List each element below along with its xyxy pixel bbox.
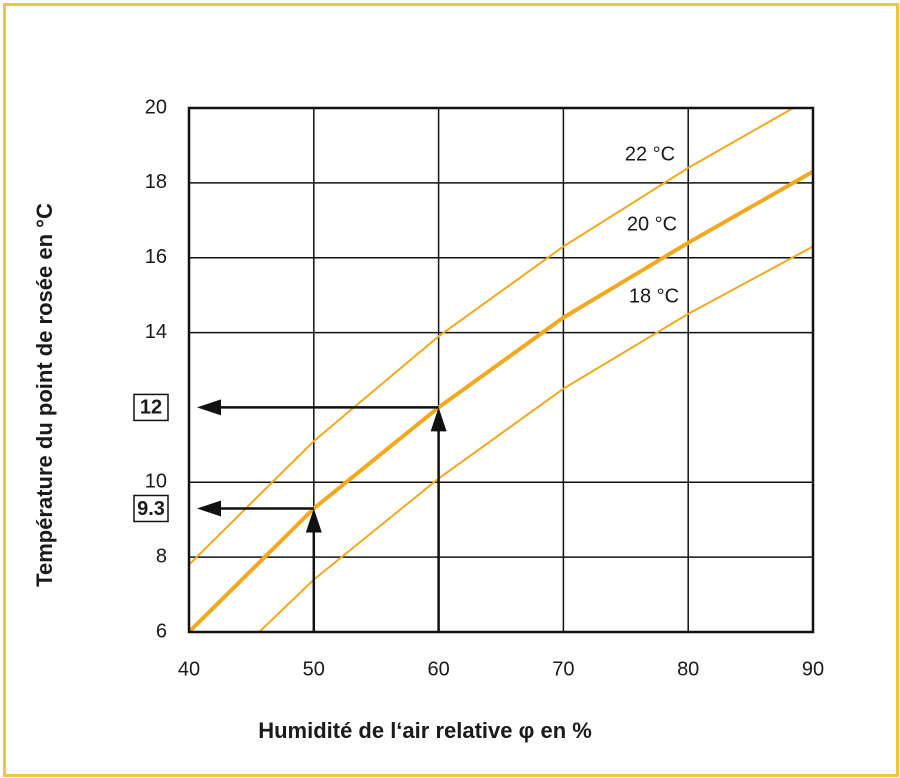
x-tick-label: 60 bbox=[427, 658, 449, 680]
y-tick-label: 18 bbox=[145, 171, 167, 193]
x-axis-title: Humidité de l‘air relative φ en % bbox=[258, 718, 592, 743]
y-tick-label: 10 bbox=[145, 471, 167, 493]
y-tick-label: 20 bbox=[145, 96, 167, 118]
frame bbox=[3, 3, 899, 777]
y-axis-title: Température du point de rosée en °C bbox=[32, 203, 57, 587]
series-label: 20 °C bbox=[627, 213, 677, 235]
series-line bbox=[257, 245, 813, 632]
highlight-label: 9.3 bbox=[137, 498, 165, 520]
x-tick-label: 50 bbox=[303, 658, 325, 680]
series-line bbox=[189, 169, 813, 632]
y-tick-label: 16 bbox=[145, 246, 167, 268]
plot-area bbox=[189, 108, 813, 632]
x-tick-label: 90 bbox=[802, 658, 824, 680]
highlight-box bbox=[133, 494, 169, 523]
y-tick-label: 14 bbox=[145, 321, 167, 343]
highlight-label: 12 bbox=[140, 397, 162, 419]
arrowhead bbox=[305, 508, 322, 533]
series-label: 22 °C bbox=[625, 143, 675, 165]
series-line bbox=[189, 108, 796, 566]
axes-frame bbox=[187, 106, 815, 634]
arrowhead bbox=[430, 407, 447, 432]
x-tick-label: 80 bbox=[677, 658, 699, 680]
y-tick-label: 8 bbox=[156, 545, 167, 567]
x-tick-label: 70 bbox=[552, 658, 574, 680]
x-tick-label: 40 bbox=[178, 658, 200, 680]
highlight-box bbox=[133, 393, 169, 422]
arrowhead bbox=[197, 399, 221, 416]
arrowhead bbox=[197, 500, 221, 517]
y-tick-label: 6 bbox=[156, 620, 167, 642]
series-label: 18 °C bbox=[629, 285, 679, 307]
